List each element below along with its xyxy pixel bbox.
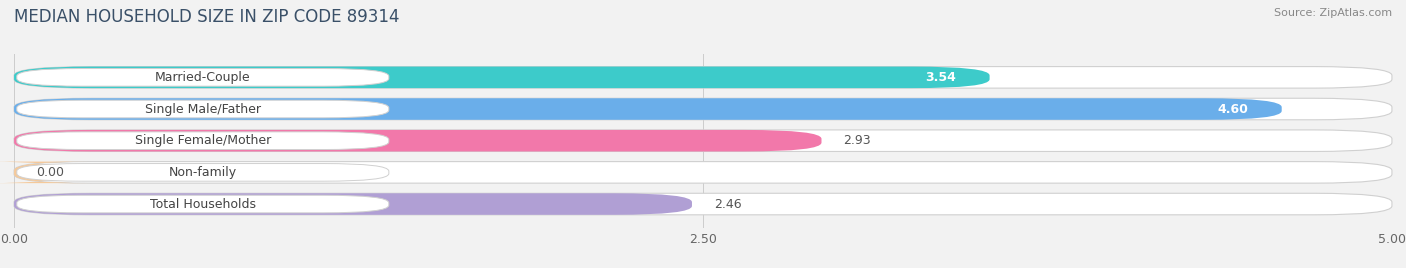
FancyBboxPatch shape: [17, 132, 389, 150]
Text: Single Female/Mother: Single Female/Mother: [135, 134, 271, 147]
FancyBboxPatch shape: [14, 66, 990, 88]
Text: Total Households: Total Households: [150, 198, 256, 211]
Text: Non-family: Non-family: [169, 166, 236, 179]
Text: 3.54: 3.54: [925, 71, 956, 84]
Text: 2.46: 2.46: [714, 198, 741, 211]
FancyBboxPatch shape: [17, 163, 389, 181]
FancyBboxPatch shape: [14, 66, 1392, 88]
FancyBboxPatch shape: [14, 193, 1392, 215]
FancyBboxPatch shape: [14, 193, 692, 215]
FancyBboxPatch shape: [14, 162, 1392, 183]
FancyBboxPatch shape: [17, 69, 389, 86]
FancyBboxPatch shape: [14, 130, 1392, 151]
FancyBboxPatch shape: [0, 162, 91, 183]
Text: Single Male/Father: Single Male/Father: [145, 103, 262, 116]
Text: 0.00: 0.00: [37, 166, 65, 179]
FancyBboxPatch shape: [14, 130, 821, 151]
Text: MEDIAN HOUSEHOLD SIZE IN ZIP CODE 89314: MEDIAN HOUSEHOLD SIZE IN ZIP CODE 89314: [14, 8, 399, 26]
Text: Source: ZipAtlas.com: Source: ZipAtlas.com: [1274, 8, 1392, 18]
FancyBboxPatch shape: [14, 98, 1282, 120]
FancyBboxPatch shape: [17, 100, 389, 118]
Text: 2.93: 2.93: [844, 134, 872, 147]
Text: 4.60: 4.60: [1218, 103, 1249, 116]
Text: Married-Couple: Married-Couple: [155, 71, 250, 84]
FancyBboxPatch shape: [17, 195, 389, 213]
FancyBboxPatch shape: [14, 98, 1392, 120]
